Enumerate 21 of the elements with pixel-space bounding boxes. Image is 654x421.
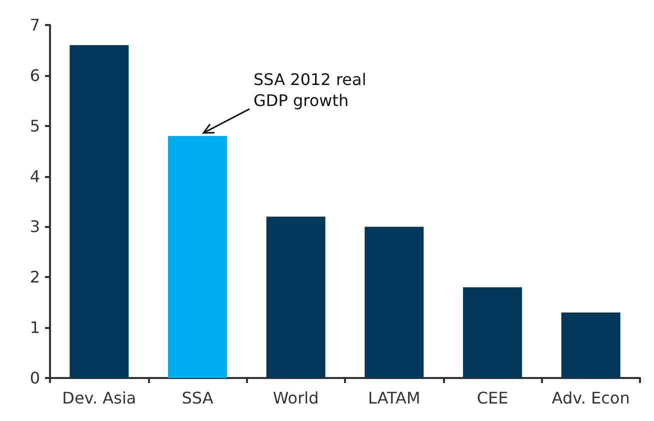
x-tick-label: SSA [182, 388, 214, 408]
y-tick-label: 3 [30, 217, 40, 236]
x-tick-label: World [272, 388, 319, 408]
bar [561, 312, 620, 378]
x-tick-label: LATAM [368, 388, 420, 408]
y-tick-label: 2 [30, 268, 40, 287]
x-tick-label: Adv. Econ [552, 388, 630, 408]
bar [266, 216, 326, 378]
y-tick-label: 4 [30, 166, 40, 186]
y-tick-label: 0 [30, 368, 40, 388]
y-tick-label: 6 [30, 66, 40, 85]
bar [364, 226, 424, 378]
y-tick-label: 5 [30, 116, 40, 136]
annotation: SSA 2012 real GDP growth [254, 70, 366, 110]
x-tick-label: CEE [476, 388, 508, 408]
bar [168, 136, 227, 378]
bar [463, 287, 522, 378]
x-tick-label: Dev. Asia [62, 388, 136, 408]
y-tick-label: 7 [30, 16, 40, 34]
bar [70, 45, 129, 378]
y-tick-label: 1 [30, 318, 40, 338]
